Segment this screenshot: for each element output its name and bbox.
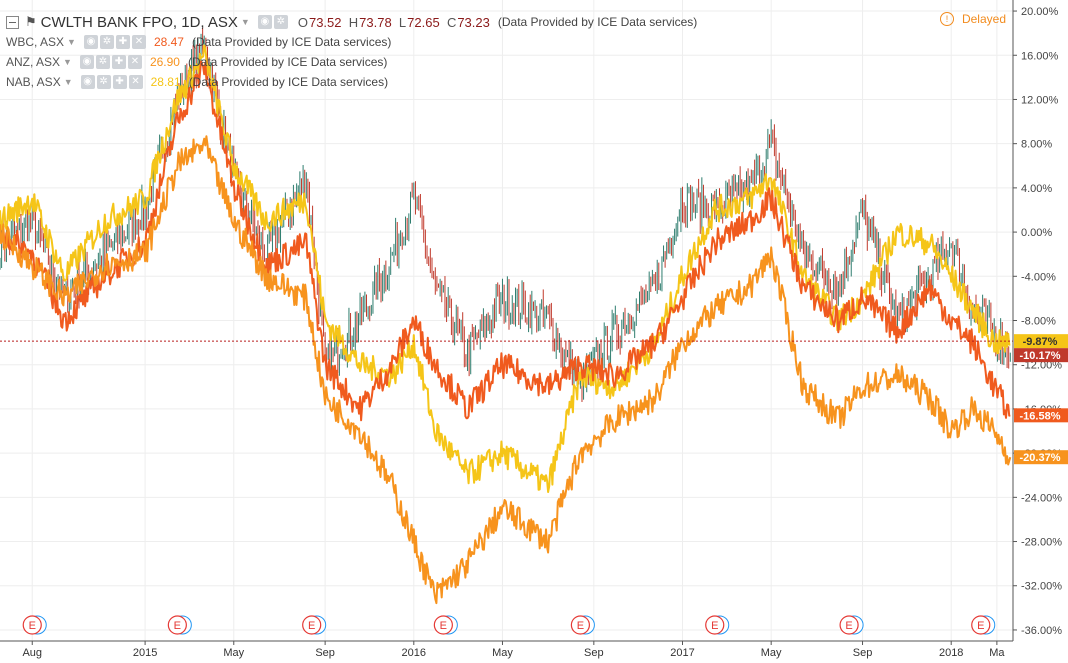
y-tick-label: -36.00% (1021, 625, 1062, 637)
close-icon[interactable]: ✕ (129, 75, 143, 89)
ohlc-values: O73.52 H73.78 L72.65 C73.23 (298, 15, 490, 30)
collapse-icon[interactable] (6, 16, 19, 29)
earnings-label: E (577, 620, 584, 632)
legend: ⚑ CWLTH BANK FPO, 1D, ASX ▼ ◉ ✲ O73.52 H… (6, 12, 697, 92)
x-tick-label: May (761, 647, 782, 659)
data-provider-note: (Data Provided by ICE Data services) (192, 35, 391, 49)
x-tick-label: May (492, 647, 513, 659)
legend-value: 28.47 (154, 35, 184, 49)
y-tick-label: -24.00% (1021, 492, 1062, 504)
close-icon[interactable]: ✕ (128, 55, 142, 69)
y-tick-label: 4.00% (1021, 183, 1052, 195)
chevron-down-icon[interactable]: ▼ (63, 57, 72, 67)
series-line-nab (0, 46, 1010, 493)
last-value-label: -20.37% (1020, 452, 1061, 464)
legend-symbol[interactable]: WBC, ASX (6, 35, 64, 49)
earnings-label: E (29, 620, 36, 632)
legend-symbol[interactable]: ANZ, ASX (6, 55, 60, 69)
earnings-label: E (845, 620, 852, 632)
x-tick-label: 2018 (939, 647, 963, 659)
y-tick-label: 12.00% (1021, 94, 1059, 106)
clock-icon: ! (940, 12, 954, 26)
y-tick-label: -8.00% (1021, 316, 1056, 328)
gear-icon[interactable]: ✲ (97, 75, 111, 89)
x-tick-label: 2016 (402, 647, 426, 659)
y-tick-label: 8.00% (1021, 139, 1052, 151)
x-tick-label: Aug (22, 647, 42, 659)
high-value: 73.78 (359, 15, 392, 30)
last-value-label: -9.87% (1023, 336, 1058, 348)
plus-icon[interactable]: ✚ (116, 35, 130, 49)
delayed-label: Delayed (962, 12, 1006, 26)
close-value: 73.23 (457, 15, 490, 30)
chevron-down-icon[interactable]: ▼ (241, 17, 250, 27)
flag-icon: ⚑ (25, 14, 37, 30)
open-value: 73.52 (309, 15, 342, 30)
y-tick-label: -32.00% (1021, 581, 1062, 593)
last-value-label: -16.58% (1020, 410, 1061, 422)
legend-symbol[interactable]: NAB, ASX (6, 75, 61, 89)
y-tick-label: 20.00% (1021, 6, 1059, 18)
legend-row-nab: NAB, ASX ▼ ◉ ✲ ✚ ✕ 28.81 (Data Provided … (6, 72, 697, 92)
series-line-anz (0, 136, 1010, 603)
eye-icon[interactable]: ◉ (84, 35, 98, 49)
gear-icon[interactable]: ✲ (100, 35, 114, 49)
main-symbol-row: ⚑ CWLTH BANK FPO, 1D, ASX ▼ ◉ ✲ O73.52 H… (6, 12, 697, 32)
eye-icon[interactable]: ◉ (258, 15, 272, 29)
x-tick-label: 2015 (133, 647, 157, 659)
x-tick-label: Sep (853, 647, 873, 659)
earnings-label: E (308, 620, 315, 632)
legend-value: 28.81 (151, 75, 181, 89)
low-value: 72.65 (407, 15, 440, 30)
close-icon[interactable]: ✕ (132, 35, 146, 49)
chevron-down-icon[interactable]: ▼ (64, 77, 73, 87)
earnings-label: E (440, 620, 447, 632)
legend-value: 26.90 (150, 55, 180, 69)
earnings-label: E (711, 620, 718, 632)
earnings-label: E (174, 620, 181, 632)
data-provider-note: (Data Provided by ICE Data services) (189, 75, 388, 89)
x-tick-label: 2017 (670, 647, 694, 659)
plus-icon[interactable]: ✚ (113, 75, 127, 89)
last-value-label: -10.17% (1020, 350, 1061, 362)
x-tick-label: May (223, 647, 244, 659)
y-tick-label: -28.00% (1021, 537, 1062, 549)
x-tick-label: Sep (584, 647, 604, 659)
gear-icon[interactable]: ✲ (274, 15, 288, 29)
eye-icon[interactable]: ◉ (81, 75, 95, 89)
x-tick-label: Ma (989, 647, 1005, 659)
y-tick-label: 0.00% (1021, 227, 1052, 239)
main-symbol[interactable]: CWLTH BANK FPO, 1D, ASX (41, 14, 238, 31)
data-provider-note: (Data Provided by ICE Data services) (188, 55, 387, 69)
y-tick-label: -4.00% (1021, 271, 1056, 283)
chevron-down-icon[interactable]: ▼ (67, 37, 76, 47)
legend-row-wbc: WBC, ASX ▼ ◉ ✲ ✚ ✕ 28.47 (Data Provided … (6, 32, 697, 52)
x-tick-label: Sep (315, 647, 335, 659)
plus-icon[interactable]: ✚ (112, 55, 126, 69)
legend-row-anz: ANZ, ASX ▼ ◉ ✲ ✚ ✕ 26.90 (Data Provided … (6, 52, 697, 72)
delayed-indicator[interactable]: ! Delayed (940, 12, 1006, 26)
eye-icon[interactable]: ◉ (80, 55, 94, 69)
y-tick-label: 16.00% (1021, 50, 1059, 62)
data-provider-note: (Data Provided by ICE Data services) (498, 15, 697, 29)
earnings-label: E (977, 620, 984, 632)
gear-icon[interactable]: ✲ (96, 55, 110, 69)
